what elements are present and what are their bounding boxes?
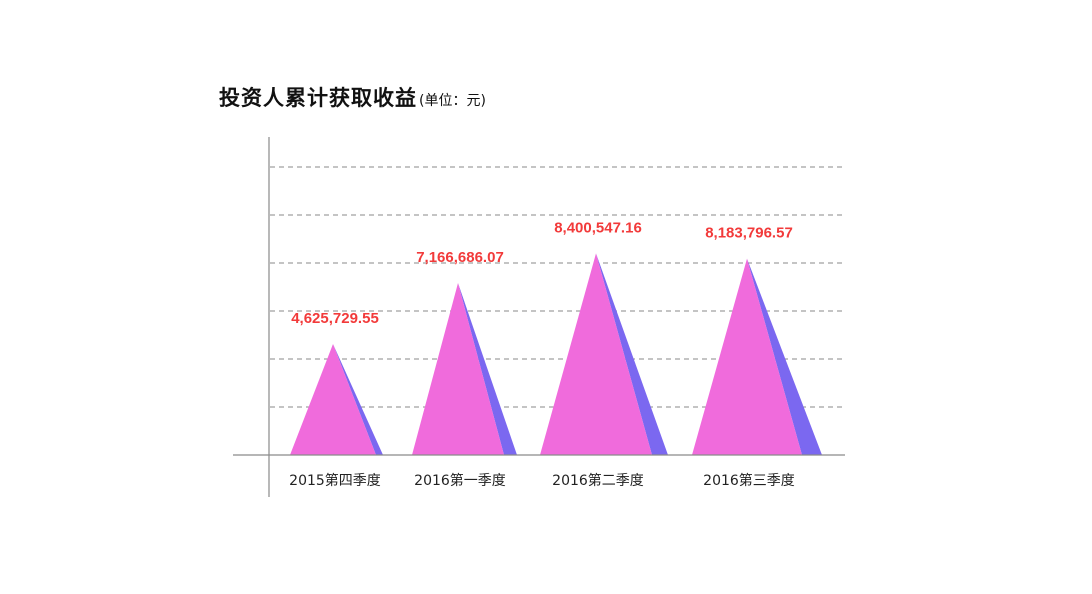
data-labels: 4,625,729.55 7,166,686.07 8,400,547.16 8,18… [291,219,793,327]
bar-group [540,253,668,455]
data-label: 4,625,729.55 [291,310,379,327]
x-tick-labels: 2015第四季度 2016第一季度 2016第二季度 2016第三季度 [289,472,795,489]
bar-side [333,343,383,455]
x-tick-label: 2016第二季度 [552,472,644,489]
chart-unit-text: (单位：元) [419,93,486,109]
x-tick-label: 2016第一季度 [414,472,506,489]
bar-group [692,258,822,455]
bar-group [290,343,383,455]
bar-group [412,282,517,455]
chart-title-text: 投资人累计获取收益 [219,86,417,110]
axes [233,137,845,497]
chart-title: 投资人累计获取收益 (单位：元) [219,82,486,112]
bar [540,253,652,455]
data-label: 8,183,796.57 [705,225,793,242]
bar [412,282,504,455]
x-tick-label: 2015第四季度 [289,472,381,489]
bars [290,253,822,455]
x-tick-label: 2016第三季度 [703,472,795,489]
bar [290,343,376,455]
data-label: 7,166,686.07 [416,249,504,266]
bar-side [458,282,517,455]
bar-side [747,258,822,455]
data-label: 8,400,547.16 [554,219,642,236]
bar-side [596,253,668,455]
bar [692,258,802,455]
